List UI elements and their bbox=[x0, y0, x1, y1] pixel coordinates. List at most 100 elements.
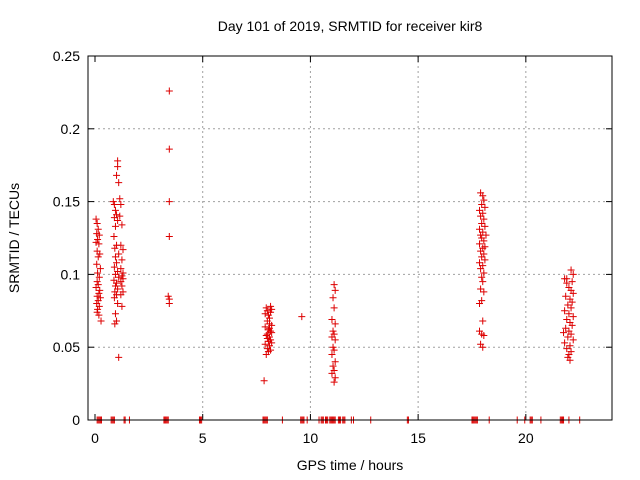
data-point bbox=[262, 332, 270, 340]
data-point bbox=[93, 308, 101, 316]
data-point bbox=[116, 212, 124, 220]
data-point bbox=[476, 206, 484, 214]
data-point bbox=[94, 235, 102, 243]
data-point bbox=[476, 225, 484, 233]
data-point bbox=[95, 302, 103, 310]
data-point bbox=[267, 327, 275, 335]
x-tick-label: 20 bbox=[518, 430, 534, 446]
data-point bbox=[481, 203, 489, 211]
data-point bbox=[94, 269, 102, 277]
data-point bbox=[117, 201, 125, 209]
data-point bbox=[479, 317, 487, 325]
data-point bbox=[94, 253, 102, 261]
data-point bbox=[117, 291, 125, 299]
y-tick-label: 0 bbox=[72, 412, 80, 428]
x-tick-label: 5 bbox=[199, 430, 207, 446]
data-point bbox=[115, 179, 123, 187]
plot-frame bbox=[87, 55, 613, 421]
data-point bbox=[480, 332, 488, 340]
data-point bbox=[93, 219, 101, 227]
data-point bbox=[328, 369, 336, 377]
data-point bbox=[114, 163, 122, 171]
data-point bbox=[96, 286, 104, 294]
data-point bbox=[262, 304, 270, 312]
data-point bbox=[92, 215, 100, 223]
data-point bbox=[478, 253, 486, 261]
data-point bbox=[563, 316, 571, 324]
data-point bbox=[479, 192, 487, 200]
data-point bbox=[165, 198, 173, 206]
data-point bbox=[482, 231, 490, 239]
data-point bbox=[113, 259, 121, 267]
data-point bbox=[165, 233, 173, 241]
data-point bbox=[111, 253, 119, 261]
x-axis-ticks: 0 5 10 15 20 bbox=[91, 56, 534, 446]
data-point bbox=[568, 278, 576, 286]
data-point bbox=[561, 307, 569, 315]
data-point bbox=[565, 350, 573, 358]
data-point bbox=[331, 374, 339, 382]
data-point bbox=[328, 316, 336, 324]
data-point bbox=[268, 329, 276, 337]
data-point bbox=[477, 285, 485, 293]
data-point bbox=[93, 260, 101, 268]
data-point bbox=[560, 329, 568, 337]
data-point bbox=[113, 171, 121, 179]
data-point bbox=[329, 294, 337, 302]
data-point bbox=[561, 339, 569, 347]
data-point bbox=[566, 356, 574, 364]
data-point bbox=[476, 259, 484, 267]
data-point bbox=[477, 212, 485, 220]
data-point bbox=[114, 217, 122, 225]
data-point bbox=[477, 265, 485, 273]
x-tick-label: 10 bbox=[303, 430, 319, 446]
data-point bbox=[118, 302, 126, 310]
grid-lines bbox=[88, 56, 612, 420]
data-point bbox=[328, 333, 336, 341]
data-point bbox=[567, 304, 575, 312]
data-point bbox=[330, 281, 338, 289]
data-point bbox=[261, 323, 269, 331]
data-point bbox=[480, 237, 488, 245]
y-tick-label: 0.05 bbox=[53, 339, 80, 355]
x-tick-label: 0 bbox=[91, 430, 99, 446]
data-point bbox=[329, 327, 337, 335]
data-point bbox=[110, 201, 118, 209]
data-point bbox=[264, 337, 272, 345]
data-point bbox=[564, 301, 572, 309]
chart-title: Day 101 of 2019, SRMTID for receiver kir… bbox=[218, 18, 483, 34]
data-point bbox=[328, 350, 336, 358]
data-point bbox=[97, 317, 105, 325]
data-point bbox=[330, 346, 338, 354]
data-point bbox=[569, 313, 577, 321]
data-point bbox=[298, 313, 306, 321]
data-point bbox=[110, 214, 118, 222]
data-point bbox=[262, 350, 270, 358]
data-point bbox=[94, 297, 102, 305]
x-tick-label: 15 bbox=[410, 430, 426, 446]
x-axis-label: GPS time / hours bbox=[297, 457, 404, 473]
data-point bbox=[566, 342, 574, 350]
data-point bbox=[568, 321, 576, 329]
data-point bbox=[110, 294, 118, 302]
data-point bbox=[119, 246, 127, 254]
data-point bbox=[563, 275, 571, 283]
data-point bbox=[93, 278, 101, 286]
data-point bbox=[480, 196, 488, 204]
data-point bbox=[261, 340, 269, 348]
y-tick-label: 0.25 bbox=[53, 48, 80, 64]
data-point bbox=[562, 292, 570, 300]
y-axis-label: SRMTID / TECUs bbox=[6, 183, 22, 293]
data-point bbox=[93, 292, 101, 300]
data-point bbox=[329, 362, 337, 370]
data-point bbox=[260, 377, 268, 385]
data-point bbox=[117, 241, 125, 249]
data-point bbox=[261, 310, 269, 318]
data-point bbox=[118, 221, 126, 229]
data-point bbox=[562, 324, 570, 332]
data-point bbox=[480, 269, 488, 277]
data-point bbox=[92, 284, 100, 292]
data-point bbox=[569, 270, 577, 278]
data-point bbox=[478, 201, 486, 209]
data-point bbox=[95, 231, 103, 239]
